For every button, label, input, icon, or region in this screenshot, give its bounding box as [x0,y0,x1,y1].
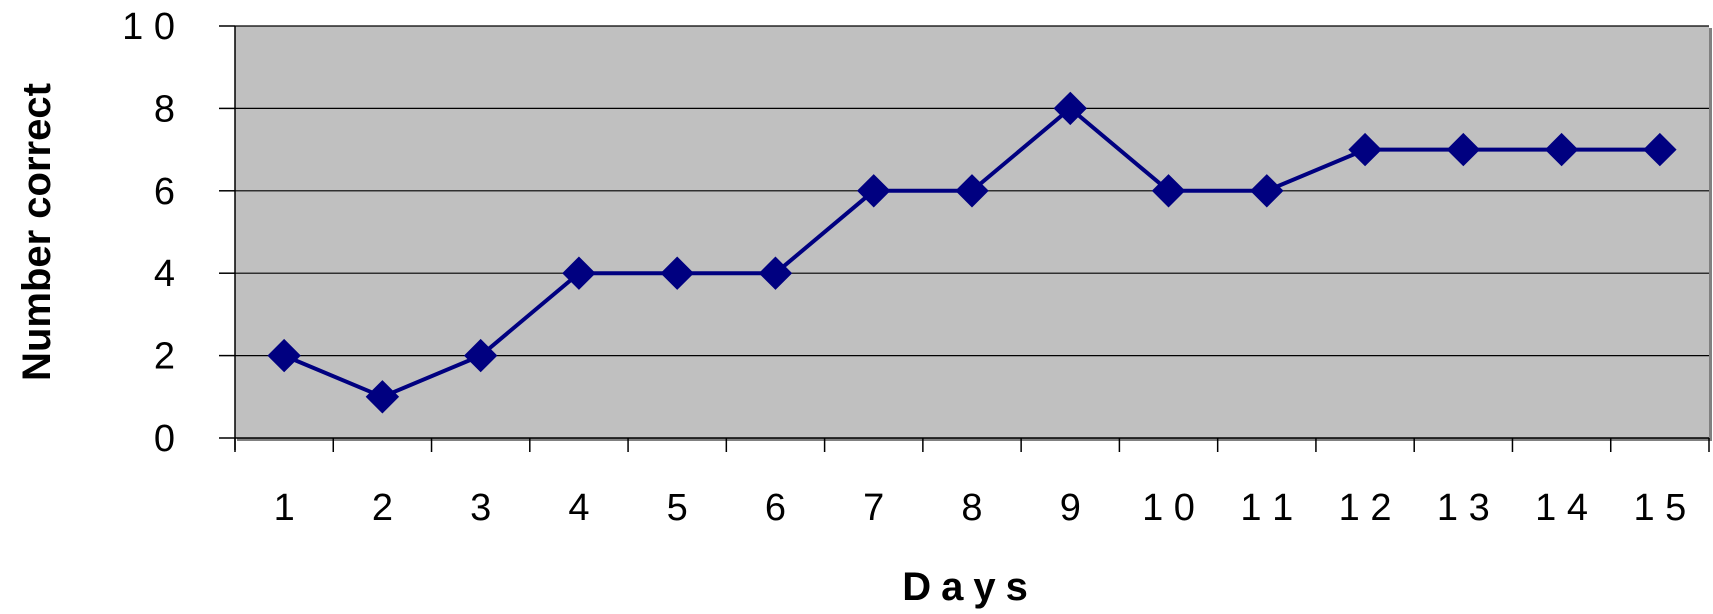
plot-area [235,26,1709,438]
data-point-marker [1643,132,1677,167]
y-tick-label: 8 [154,88,175,130]
y-axis-label: Number correct [15,83,59,381]
x-tick-label: 9 [1060,487,1081,529]
x-tick-label: 2 [372,487,393,529]
x-tick-label: 1 4 [1535,487,1588,529]
data-point-marker [463,338,498,373]
x-tick-label: 8 [961,487,982,529]
x-tick-label: 3 [470,487,491,529]
data-point-marker [267,338,301,373]
data-point-marker [1053,91,1087,126]
data-point-marker [1250,174,1284,208]
y-tick-label: 1 0 [122,6,175,48]
data-point-marker [857,174,891,208]
x-tick-label: 4 [568,487,589,529]
x-tick-label: 1 0 [1142,487,1195,529]
y-tick-label: 4 [154,253,175,295]
data-point-marker [365,380,400,414]
data-point-marker [1446,132,1481,167]
x-tick-label: 1 [274,487,295,529]
data-point-marker [660,256,694,290]
data-point-marker [758,256,793,290]
x-tick-label: 1 3 [1437,487,1490,529]
y-tick-label: 2 [154,336,175,378]
x-tick-label: 1 2 [1339,487,1392,529]
data-point-marker [1151,174,1186,208]
x-tick-label: 1 5 [1633,487,1686,529]
axes [234,26,1709,450]
x-tick-label: 7 [863,487,884,529]
y-axis-ticks: 0 2 4 6 8 1 0 [122,6,235,460]
series-layer [267,91,1677,414]
y-tick-label: 6 [154,171,175,213]
data-point-marker [562,256,596,290]
x-tick-label: 6 [765,487,786,529]
x-axis-ticks: 1 2 3 4 5 6 7 8 9 1 0 1 1 1 2 1 3 1 4 1 5 [234,438,1710,529]
x-tick-label: 1 1 [1240,487,1293,529]
x-tick-label: 5 [667,487,688,529]
y-tick-label: 0 [154,418,175,460]
data-point-marker [955,174,989,208]
data-point-marker [1544,132,1579,167]
data-point-marker [1348,132,1382,167]
x-axis-label: Days [902,565,1038,609]
